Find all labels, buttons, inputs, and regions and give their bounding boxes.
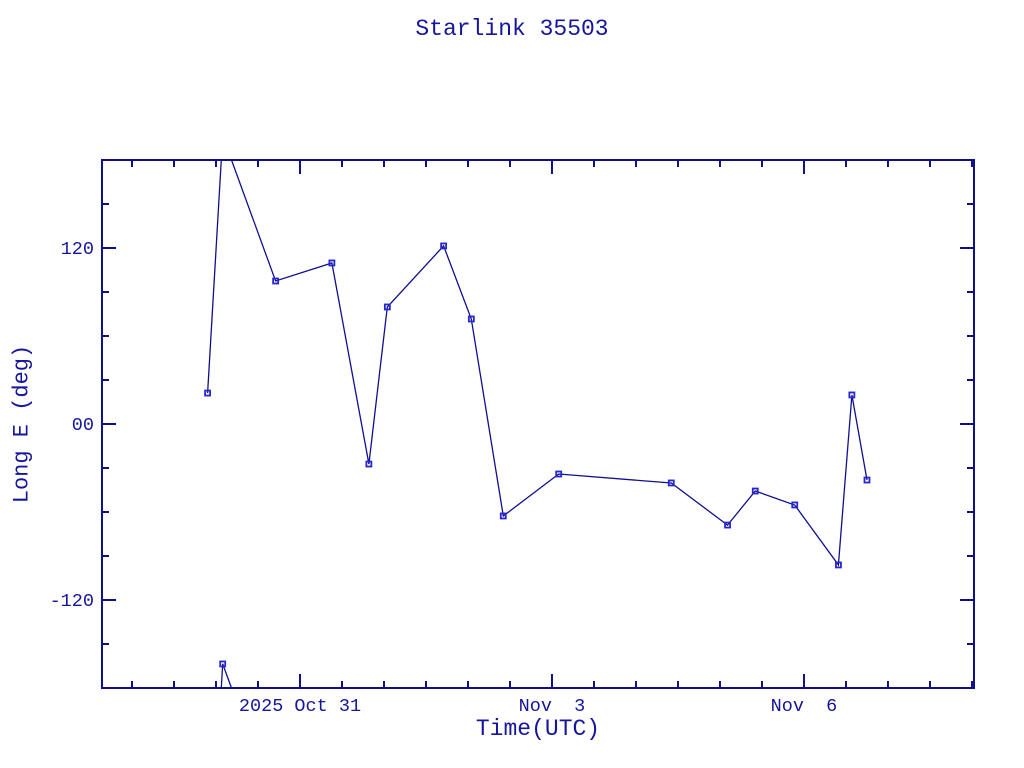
data-point-marker (667, 479, 675, 487)
data-point-marker (848, 391, 856, 399)
plot-frame (101, 159, 975, 689)
x-tick-label: 2025 Oct 31 (239, 696, 361, 717)
data-point-marker (383, 303, 391, 311)
data-point-marker (467, 315, 475, 323)
y-tick-label: 120 (61, 239, 94, 260)
data-line-segment (230, 159, 868, 567)
data-point-marker (204, 389, 211, 397)
y-tick-label: 00 (72, 415, 94, 436)
x-tick-label: Nov 6 (771, 696, 838, 717)
x-axis-label: Time(UTC) (475, 716, 601, 742)
chart-title: Starlink 35503 (415, 16, 609, 42)
data-point-marker (791, 501, 799, 509)
y-tick-label: -120 (50, 591, 94, 612)
data-point-marker (440, 242, 448, 250)
data-point-marker (724, 521, 731, 529)
data-point-marker (499, 512, 507, 520)
data-line-segment (220, 663, 233, 689)
data-point-marker (863, 476, 871, 484)
data-point-marker (751, 487, 759, 495)
data-point-marker (835, 561, 842, 569)
data-line-segment (206, 159, 222, 394)
data-point-marker (365, 460, 373, 468)
y-axis-label: Long E (deg) (9, 344, 35, 504)
x-tick-label: Nov 3 (519, 696, 586, 717)
data-point-marker (219, 660, 227, 668)
data-point-marker (328, 259, 336, 267)
data-point-marker (555, 470, 563, 478)
data-point-marker (272, 277, 280, 285)
